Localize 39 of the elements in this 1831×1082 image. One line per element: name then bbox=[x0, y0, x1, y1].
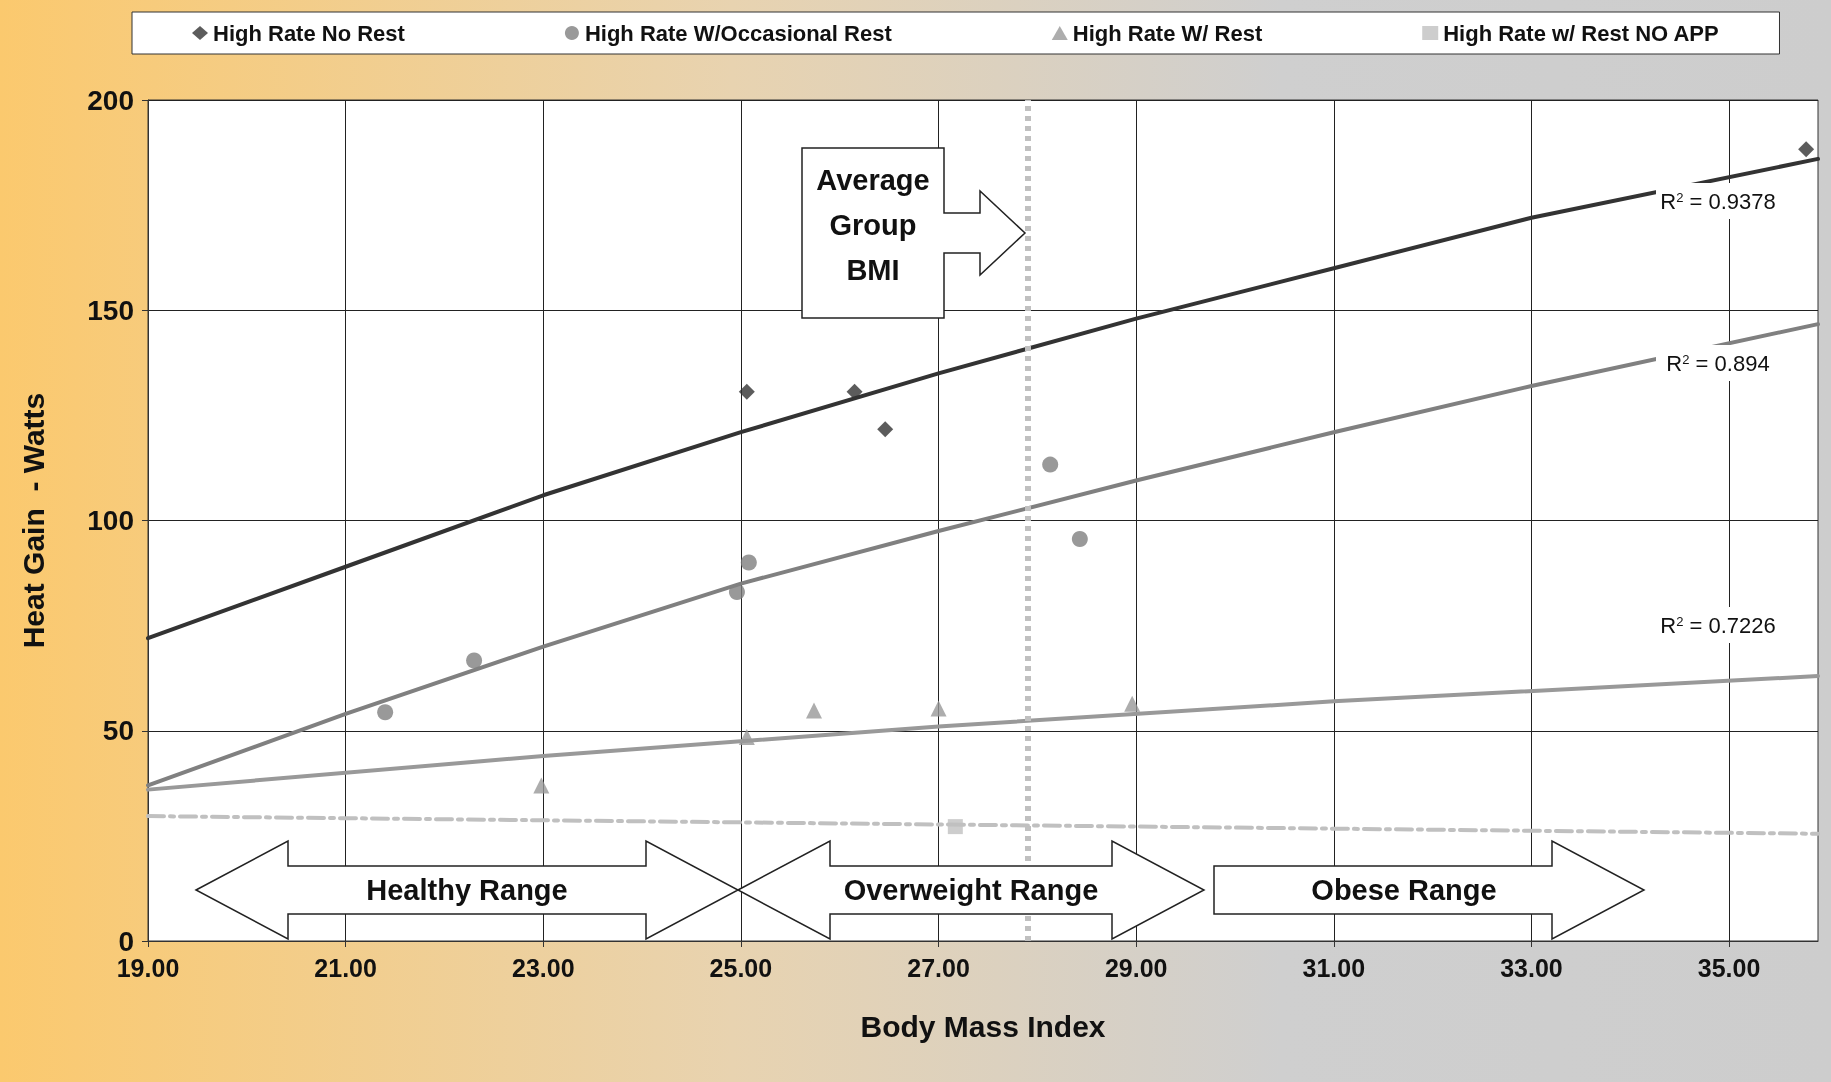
y-axis-title: Heat Gain - Watts bbox=[16, 392, 50, 649]
point bbox=[1124, 695, 1141, 712]
point bbox=[1071, 531, 1088, 547]
x-tick-label: 27.00 bbox=[907, 953, 970, 982]
point bbox=[1042, 456, 1059, 473]
point bbox=[806, 702, 823, 719]
point bbox=[738, 383, 755, 400]
x-tick-label: 23.00 bbox=[511, 953, 575, 982]
y-tick-label: 200 bbox=[87, 84, 134, 116]
point bbox=[877, 421, 894, 438]
legend-label: High Rate No Rest bbox=[213, 20, 406, 46]
x-axis-title: Body Mass Index bbox=[860, 1009, 1106, 1043]
y-tick-label: 50 bbox=[102, 715, 134, 747]
x-tick-label: 31.00 bbox=[1302, 953, 1366, 982]
point bbox=[466, 652, 483, 669]
x-tick-label: 25.00 bbox=[709, 953, 773, 982]
annotation: Average Group BMI bbox=[816, 164, 930, 286]
annotation: R$^{2}$ = 0.894 bbox=[1666, 351, 1770, 376]
legend-label: High Rate w/ Rest NO APP bbox=[1443, 20, 1719, 46]
point bbox=[930, 700, 947, 717]
x-tick-label: 35.00 bbox=[1697, 953, 1761, 982]
y-tick-label: 150 bbox=[87, 294, 134, 326]
point bbox=[533, 777, 550, 794]
point bbox=[1798, 141, 1815, 158]
line-series bbox=[146, 322, 1820, 788]
x-tick-label: 29.00 bbox=[1104, 953, 1168, 982]
x-tick-label: 33.00 bbox=[1500, 953, 1563, 982]
legend-label: High Rate W/Occasional Rest bbox=[584, 20, 893, 46]
annotation: Overweight Range bbox=[843, 874, 1099, 906]
x-tick-label: 21.00 bbox=[314, 953, 377, 982]
annotation: R$^{2}$ = 0.7226 bbox=[1660, 613, 1776, 638]
y-tick-label: 100 bbox=[87, 505, 134, 536]
annotation: R$^{2}$ = 0.9378 bbox=[1660, 189, 1776, 214]
line-series bbox=[146, 674, 1820, 792]
annotation: Obese Range bbox=[1311, 874, 1497, 906]
legend-label: High Rate W/ Rest bbox=[1072, 20, 1263, 46]
point bbox=[377, 704, 394, 721]
annotation: Healthy Range bbox=[366, 874, 568, 906]
point bbox=[740, 554, 757, 571]
